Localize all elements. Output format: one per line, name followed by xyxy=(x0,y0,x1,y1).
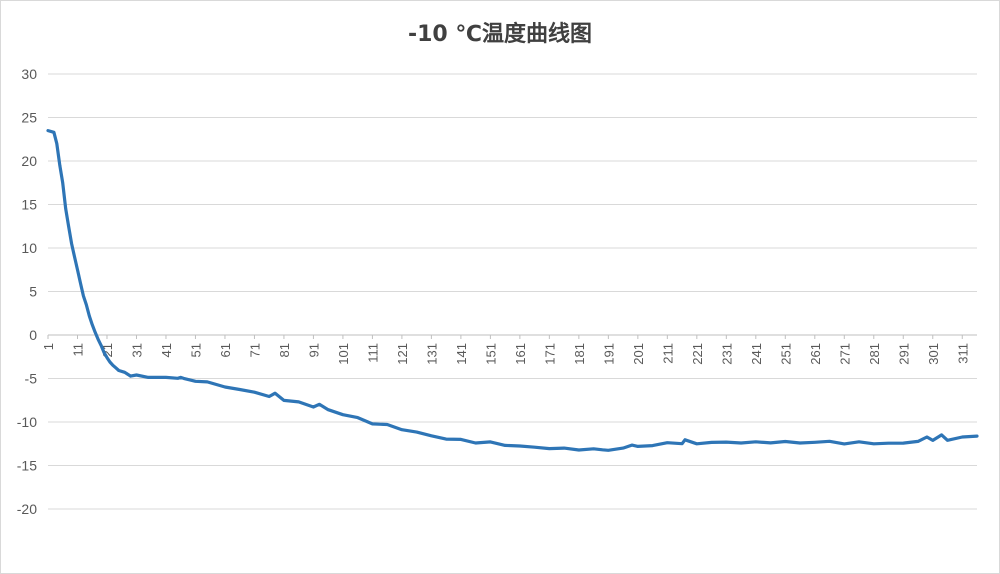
y-tick-label: 25 xyxy=(21,110,37,126)
y-tick-label: 0 xyxy=(29,327,37,343)
x-tick-label: 131 xyxy=(424,343,439,365)
x-tick-label: 251 xyxy=(778,343,793,365)
x-tick-label: 201 xyxy=(631,343,646,365)
y-tick-label: 20 xyxy=(21,153,37,169)
x-tick-label: 91 xyxy=(306,343,321,357)
x-axis-ticks: 1 11 21 31 41 51 61 71 81 91 101 111 121 131 141 151 161… xyxy=(41,335,970,365)
x-tick-label: 281 xyxy=(867,343,882,365)
x-tick-label: 181 xyxy=(572,343,587,365)
x-tick-label: 291 xyxy=(896,343,911,365)
y-tick-label: 10 xyxy=(21,240,37,256)
x-tick-label: 11 xyxy=(70,343,85,357)
x-tick-label: 311 xyxy=(955,343,970,364)
x-tick-label: 101 xyxy=(336,343,351,365)
x-tick-label: 231 xyxy=(719,343,734,365)
x-tick-label: 51 xyxy=(188,343,203,357)
x-tick-label: 261 xyxy=(808,343,823,365)
y-tick-label: 15 xyxy=(21,197,37,213)
x-tick-label: 31 xyxy=(129,343,144,357)
gridlines xyxy=(48,73,977,510)
x-tick-label: 111 xyxy=(365,343,380,363)
temperature-series-line xyxy=(46,129,979,452)
x-tick-label: 271 xyxy=(837,343,852,365)
y-tick-label: -10 xyxy=(17,414,37,430)
x-tick-label: 41 xyxy=(159,343,174,357)
chart-title: -10 ℃温度曲线图 xyxy=(407,22,593,47)
x-tick-label: 151 xyxy=(483,343,498,365)
x-tick-label: 141 xyxy=(454,343,469,365)
y-tick-label: 30 xyxy=(21,66,37,82)
y-tick-label: -15 xyxy=(17,458,37,474)
y-tick-label: 5 xyxy=(29,284,37,300)
x-tick-label: 161 xyxy=(513,343,528,365)
y-tick-label: -5 xyxy=(25,371,38,387)
x-tick-label: 191 xyxy=(601,343,616,365)
x-tick-label: 211 xyxy=(660,343,675,364)
x-tick-label: 241 xyxy=(749,343,764,365)
x-tick-label: 81 xyxy=(277,343,292,357)
x-tick-label: 61 xyxy=(218,343,233,357)
x-tick-label: 171 xyxy=(542,343,557,365)
y-tick-label: -20 xyxy=(17,501,37,517)
y-axis-ticks: 30 25 20 15 10 5 0 -5 -10 -15 -20 xyxy=(17,66,37,517)
x-tick-label: 71 xyxy=(247,343,262,357)
x-tick-label: 221 xyxy=(690,343,705,365)
x-tick-label: 121 xyxy=(395,343,410,365)
x-tick-label: 1 xyxy=(41,343,56,350)
x-tick-label: 301 xyxy=(926,343,941,365)
